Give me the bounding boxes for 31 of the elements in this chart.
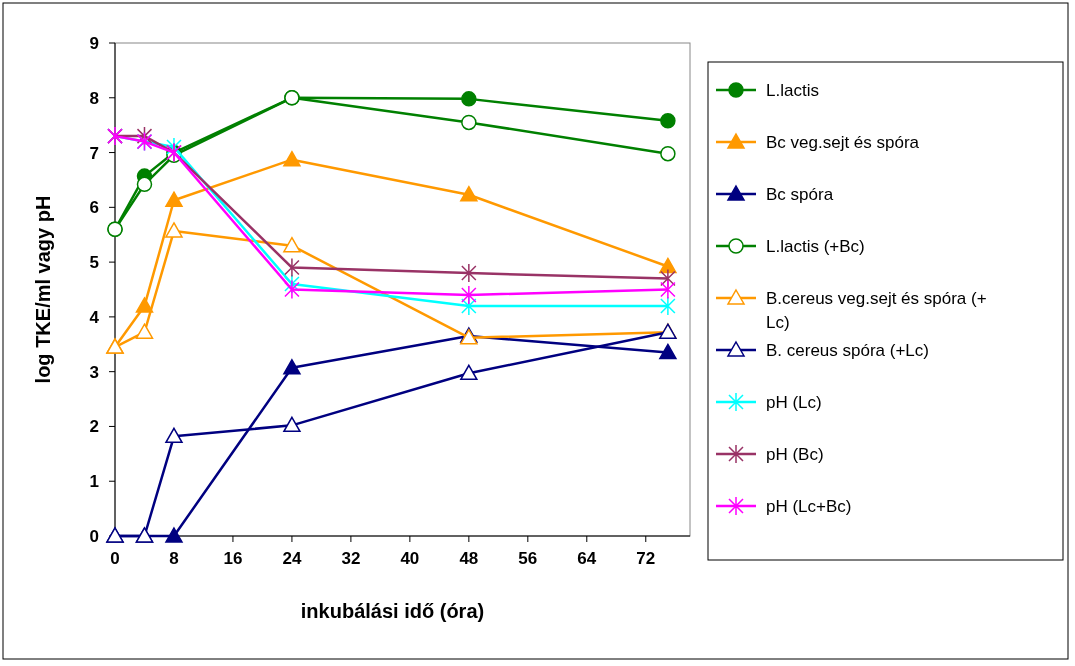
y-tick-label: 8 [89, 88, 99, 108]
x-tick-label: 16 [223, 549, 243, 568]
legend-label: pH (Lc) [766, 393, 822, 412]
x-tick-label: 48 [459, 549, 479, 568]
legend-label: L.lactis [766, 81, 819, 100]
legend-label: B. cereus spóra (+Lc) [766, 341, 929, 360]
x-tick-label: 64 [577, 549, 597, 568]
legend-label: Bc veg.sejt és spóra [766, 133, 920, 152]
y-tick-label: 1 [89, 472, 99, 492]
x-tick-label: 40 [400, 549, 420, 568]
legend-label: B.cereus veg.sejt és spóra (+ Lc) [766, 289, 987, 332]
y-axis-title: log TKE/ml vagy pH [32, 195, 54, 384]
x-tick-label: 56 [518, 549, 538, 568]
y-tick-label: 6 [89, 198, 99, 218]
x-tick-label: 8 [169, 549, 179, 568]
y-tick-label: 9 [89, 34, 99, 53]
legend-label: L.lactis (+Bc) [766, 237, 865, 256]
legend-label: pH (Bc) [766, 445, 824, 464]
x-tick-label: 72 [636, 549, 656, 568]
x-tick-label: 24 [282, 549, 302, 568]
y-tick-label: 0 [89, 527, 99, 546]
y-tick-label: 7 [89, 143, 99, 163]
y-tick-label: 2 [89, 417, 99, 437]
legend-label: pH (Lc+Bc) [766, 497, 852, 516]
legend-label: Bc spóra [766, 185, 834, 204]
x-tick-label: 0 [110, 549, 120, 568]
y-tick-label: 4 [89, 307, 100, 327]
y-tick-label: 3 [89, 362, 99, 382]
x-tick-label: 32 [341, 549, 361, 568]
x-axis-title: inkubálási idő (óra) [300, 600, 485, 622]
y-tick-label: 5 [89, 253, 99, 273]
